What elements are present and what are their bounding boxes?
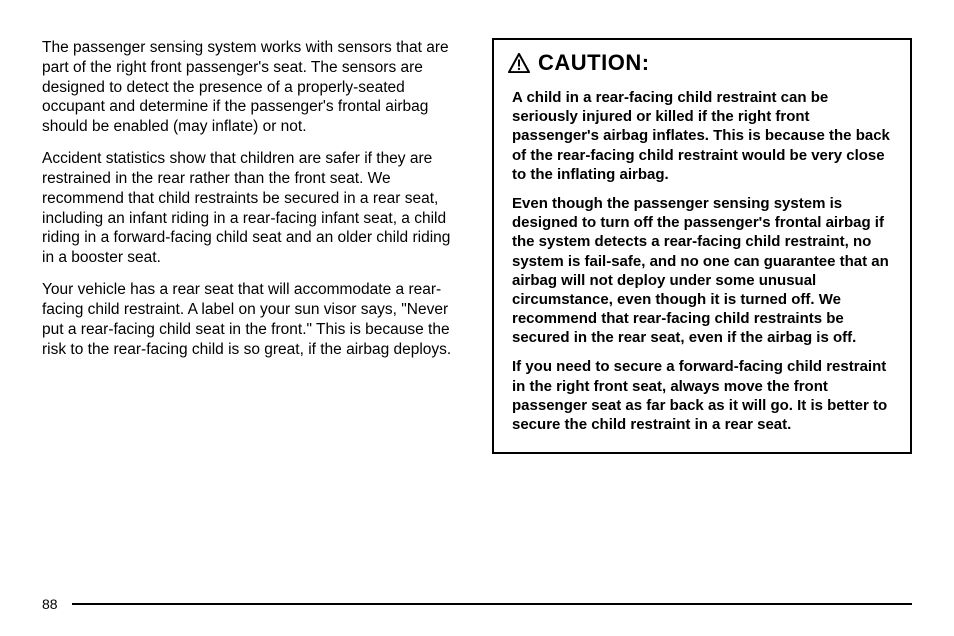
right-column: CAUTION: A child in a rear-facing child … — [492, 38, 912, 454]
warning-triangle-icon — [508, 53, 530, 73]
caution-paragraph: A child in a rear-facing child restraint… — [512, 88, 892, 184]
caution-title: CAUTION: — [538, 50, 650, 76]
page-content: The passenger sensing system works with … — [0, 0, 954, 454]
body-paragraph: Accident statistics show that children a… — [42, 149, 462, 268]
left-column: The passenger sensing system works with … — [42, 38, 462, 454]
footer-rule — [72, 603, 912, 605]
caution-header: CAUTION: — [494, 40, 910, 80]
caution-paragraph: Even though the passenger sensing system… — [512, 194, 892, 348]
caution-box: CAUTION: A child in a rear-facing child … — [492, 38, 912, 454]
caution-paragraph: If you need to secure a forward-facing c… — [512, 357, 892, 434]
caution-body: A child in a rear-facing child restraint… — [494, 80, 910, 452]
body-paragraph: The passenger sensing system works with … — [42, 38, 462, 137]
page-number: 88 — [42, 596, 58, 612]
page-footer: 88 — [42, 596, 912, 612]
body-paragraph: Your vehicle has a rear seat that will a… — [42, 280, 462, 359]
